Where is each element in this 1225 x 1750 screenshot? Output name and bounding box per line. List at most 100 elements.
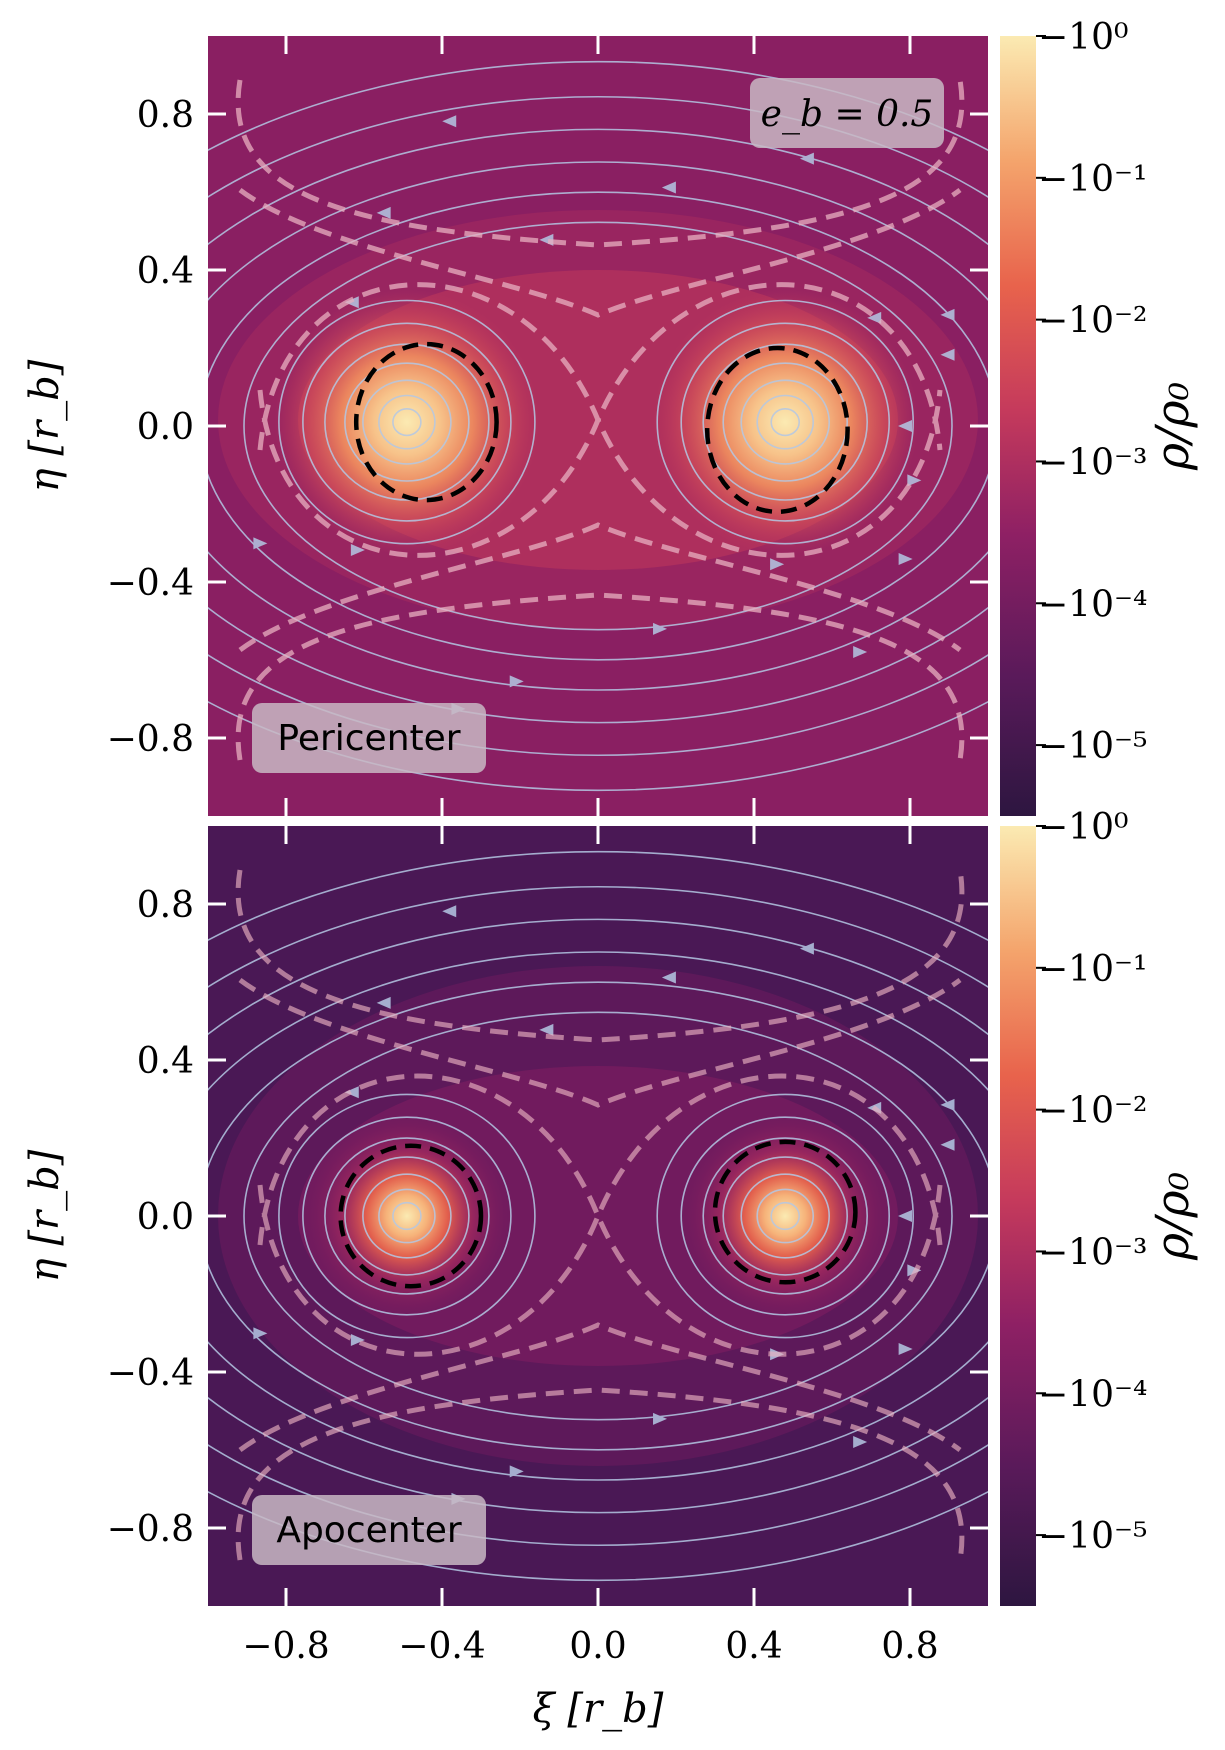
streamline <box>208 951 988 1481</box>
streamline <box>208 96 988 756</box>
colorbar-top <box>1000 36 1036 816</box>
panel-label-apocenter: Apocenter <box>276 1510 462 1551</box>
streamline-arrow <box>376 206 391 219</box>
y-ticks-top: 0.8 0.4 0.0 −0.4 −0.8 <box>107 95 988 760</box>
roche-lobes-bottom <box>338 1139 858 1289</box>
y-tick-label: −0.4 <box>107 1353 194 1394</box>
roche-lobe-contour <box>712 1139 858 1285</box>
streamline-arrow <box>770 558 785 571</box>
streamline-arrow <box>653 1412 668 1425</box>
streamline-arrow <box>653 622 668 635</box>
streamline <box>344 362 470 482</box>
y-ticks-bottom: 0.8 0.4 0.0 −0.4 −0.8 <box>107 885 988 1550</box>
panel-label-box-bottom: Apocenter <box>252 1495 486 1565</box>
streamline <box>362 1173 452 1259</box>
streamline <box>702 1137 869 1295</box>
streamline <box>740 1173 831 1259</box>
streamline-arrow <box>442 905 457 918</box>
annotation-box-bg <box>750 78 944 148</box>
colorbar-label-bottom: ρ/ρ₀ <box>1145 1172 1199 1261</box>
streamline <box>770 408 801 437</box>
streamline-arrow <box>898 552 913 565</box>
streamline-arrow <box>117 1210 131 1222</box>
streamline <box>756 394 815 450</box>
colorbar-tick-label: −10⁻¹ <box>1038 159 1147 200</box>
streamline <box>208 60 988 792</box>
colorbar-bottom <box>1000 826 1036 1606</box>
streamline <box>378 1188 436 1244</box>
streamline-arrow <box>114 370 128 382</box>
streamline-arrow <box>898 420 912 432</box>
streamline-arrow <box>253 537 268 550</box>
y-tick-label: −0.8 <box>107 719 194 760</box>
streamline-arrow <box>376 996 391 1009</box>
streamline <box>208 886 988 1546</box>
streamline <box>208 850 988 1582</box>
streamline-arrow <box>799 152 814 165</box>
streamline <box>208 191 988 661</box>
x-ticks-top <box>284 36 912 816</box>
panel-top: 0.8 0.4 0.0 −0.4 −0.8 η [r_b] e_b = 0.5 Peri… <box>22 17 1199 816</box>
streamline-arrow <box>799 942 814 955</box>
streamline-arrow <box>867 311 882 324</box>
streamline-arrow <box>171 1286 185 1298</box>
streamlines-bottom <box>114 850 988 1582</box>
streamline <box>722 1156 849 1276</box>
streamline <box>656 1093 915 1339</box>
streamline <box>344 1156 470 1276</box>
y-tick-label: 0.0 <box>137 407 194 448</box>
streamlines-top <box>114 60 988 792</box>
streamline <box>208 161 988 691</box>
streamline <box>392 1201 422 1231</box>
streamline-arrow <box>253 1327 268 1340</box>
y-tick-label: 0.4 <box>137 1041 194 1082</box>
streamline-arrow <box>940 1098 955 1111</box>
streamline <box>243 1011 953 1421</box>
streamline-arrow <box>853 1435 868 1448</box>
streamline-arrow <box>171 496 185 508</box>
streamline <box>656 299 915 545</box>
y-tick-label: 0.0 <box>137 1197 194 1238</box>
x-axis-label: ξ [r_b] <box>533 1686 664 1732</box>
streamline <box>278 299 536 545</box>
streamline-arrow <box>117 420 131 432</box>
roche-lobe-contour <box>704 345 850 515</box>
streamline-arrow <box>940 348 955 361</box>
y-tick-label: 0.4 <box>137 251 194 292</box>
density-field-bottom <box>114 826 988 1606</box>
roche-lobe-contour <box>338 1143 484 1289</box>
y-tick-label: −0.8 <box>107 1509 194 1550</box>
x-tick-label: 0.8 <box>881 1626 938 1667</box>
x-tick-label: 0.4 <box>725 1626 782 1667</box>
streamline <box>324 343 490 501</box>
streamline-arrow <box>853 645 868 658</box>
streamline <box>208 128 988 724</box>
colorbar-tick-label: −10⁻³ <box>1038 442 1147 483</box>
y-tick-label: 0.8 <box>137 885 194 926</box>
density-peak <box>274 289 540 555</box>
y-axis-label-bottom: η [r_b] <box>22 1149 68 1282</box>
streamline <box>680 322 891 522</box>
streamline <box>770 1201 801 1231</box>
roche-lobe-contour <box>353 341 499 503</box>
density-peak <box>652 289 918 555</box>
streamline <box>302 1116 512 1316</box>
streamline-arrow <box>898 1342 913 1355</box>
y-tick-label: 0.8 <box>137 95 194 136</box>
streamline <box>702 343 869 501</box>
colorbar-tick-label: −10⁰ <box>1038 807 1128 848</box>
colorbar-tick-label: −10⁻² <box>1038 301 1147 342</box>
streamline-arrow <box>114 1160 128 1172</box>
streamline <box>324 1137 490 1295</box>
colorbar-tick-label: −10⁻² <box>1038 1091 1147 1132</box>
streamline <box>243 221 953 631</box>
separatrix-contours-top <box>235 79 965 761</box>
streamline-arrow <box>442 115 457 128</box>
eccentricity-label: e_b = 0.5 <box>761 94 934 135</box>
separatrix-contours-bottom <box>235 869 965 1561</box>
x-tick-label: −0.8 <box>242 1626 329 1667</box>
y-axis-label-top: η [r_b] <box>22 359 68 492</box>
roche-lobes-top <box>353 341 850 515</box>
streamline-arrow <box>350 1333 365 1346</box>
